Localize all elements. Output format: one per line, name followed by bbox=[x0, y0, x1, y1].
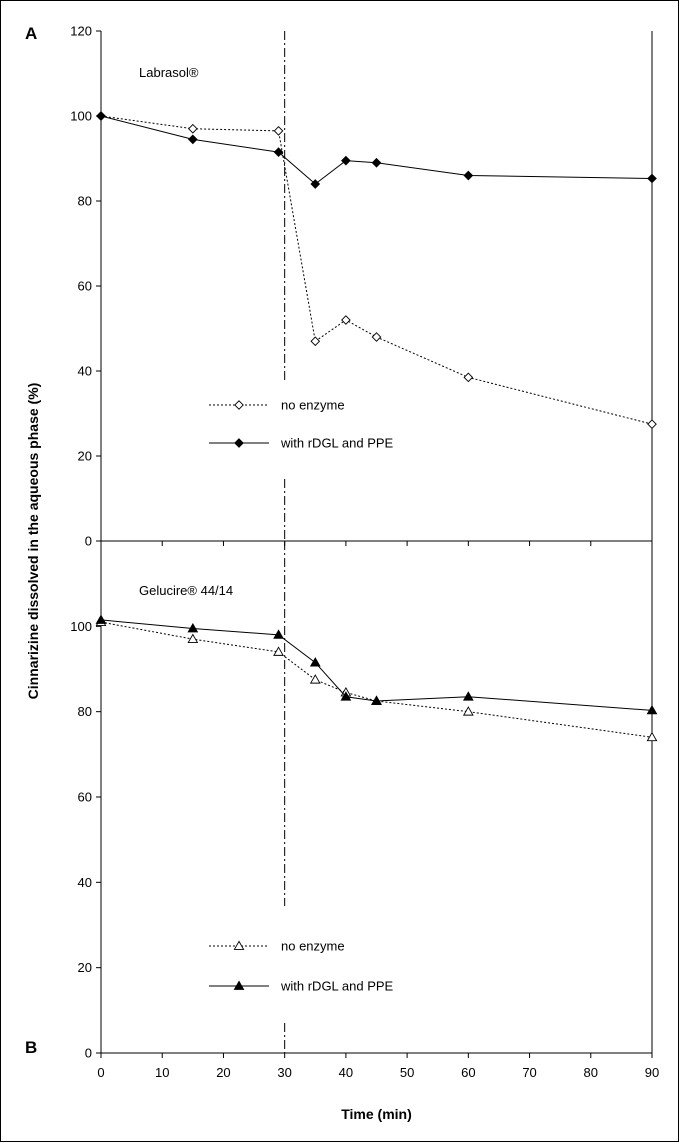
panel-b-series-no-enzyme-point bbox=[273, 646, 284, 656]
panel-a-y-tick-label: 120 bbox=[70, 24, 92, 39]
x-tick-label: 20 bbox=[216, 1065, 230, 1080]
panel-a-letter: A bbox=[25, 24, 37, 43]
panel-a-series-with-enzymes-point bbox=[96, 111, 106, 121]
panel-a-legend-with-enzymes-label: with rDGL and PPE bbox=[280, 436, 394, 451]
panel-a-y-tick-label: 100 bbox=[70, 109, 92, 124]
panel-b-y-tick-label: 80 bbox=[78, 704, 92, 719]
panel-a-series-with-enzymes-line bbox=[100, 115, 653, 185]
panel-b-y-tick-label: 0 bbox=[85, 1046, 92, 1061]
panel-b-y-tick-label: 60 bbox=[78, 790, 92, 805]
panel-b-legend-no-enzyme-marker bbox=[233, 940, 245, 950]
panel-b-series-no-enzyme-point bbox=[462, 706, 474, 716]
panel-a-y-tick-label: 60 bbox=[78, 279, 92, 294]
x-tick-label: 0 bbox=[97, 1065, 104, 1080]
panel-a-y-tick-label: 40 bbox=[78, 364, 92, 379]
x-tick-label: 40 bbox=[339, 1065, 353, 1080]
panel-a-series-with-enzymes-point bbox=[187, 134, 198, 145]
panel-a-y-tick-label: 80 bbox=[78, 194, 92, 209]
panel-b-series-no-enzyme-point bbox=[646, 731, 658, 742]
x-tick-label: 90 bbox=[645, 1065, 659, 1080]
panel-a-series-with-enzymes-point bbox=[371, 157, 382, 168]
panel-a-series-no-enzyme-point bbox=[273, 126, 284, 136]
x-tick-label: 10 bbox=[155, 1065, 169, 1080]
panel-b-series-with-enzymes-point bbox=[95, 614, 107, 624]
x-axis-title: Time (min) bbox=[341, 1106, 412, 1122]
panel-a-series-with-enzymes-point bbox=[647, 173, 657, 184]
panel-a-series-with-enzymes-point bbox=[310, 179, 321, 189]
x-tick-label: 80 bbox=[584, 1065, 598, 1080]
panel-a-series-with-enzymes-point bbox=[463, 170, 474, 181]
panel-b-series-no-enzyme-point bbox=[309, 674, 321, 684]
panel-b-legend-with-enzymes-marker bbox=[233, 980, 245, 990]
panel-a-series-with-enzymes-point bbox=[273, 147, 284, 157]
panel-b-series-with-enzymes-point bbox=[187, 622, 199, 633]
panel-a-series-no-enzyme-point bbox=[341, 315, 351, 325]
panel-b-y-tick-label: 20 bbox=[78, 960, 92, 975]
panel-b-series-no-enzyme-line bbox=[100, 621, 653, 738]
panel-b-legend-with-enzymes-label: with rDGL and PPE bbox=[280, 979, 394, 994]
panel-b-series-with-enzymes-point bbox=[309, 657, 321, 667]
panel-a-series-no-enzyme-point bbox=[187, 123, 198, 134]
panel-b-legend-no-enzyme-label: no enzyme bbox=[281, 939, 345, 954]
x-tick-label: 70 bbox=[522, 1065, 536, 1080]
panel-b-series-no-enzyme-point bbox=[187, 633, 199, 644]
panel-b-letter: B bbox=[25, 1038, 37, 1057]
panel-a-legend-no-enzyme-marker bbox=[234, 400, 244, 410]
panel-b-y-tick-label: 40 bbox=[78, 875, 92, 890]
panel-b-series-with-enzymes-point bbox=[273, 629, 284, 639]
panel-a-series-no-enzyme-point bbox=[647, 419, 657, 429]
panel-a-legend-with-enzymes-marker bbox=[234, 438, 244, 448]
panel-a-series-no-enzyme-point bbox=[310, 336, 321, 347]
panel-a-legend-no-enzyme-label: no enzyme bbox=[281, 398, 345, 413]
panel-a-series-no-enzyme-point bbox=[371, 332, 382, 342]
panel-a-title: Labrasol® bbox=[139, 65, 199, 80]
panel-b-series-with-enzymes-point bbox=[646, 704, 658, 715]
x-tick-label: 50 bbox=[400, 1065, 414, 1080]
panel-b-series-with-enzymes-point bbox=[371, 695, 382, 705]
panel-a-y-tick-label: 0 bbox=[85, 534, 92, 549]
x-tick-label: 30 bbox=[277, 1065, 291, 1080]
panel-a-series-no-enzyme-point bbox=[463, 372, 474, 383]
y-axis-title: Cinnarizine dissolved in the aqueous pha… bbox=[25, 383, 41, 700]
panel-a-y-tick-label: 20 bbox=[78, 449, 92, 464]
panel-b-y-tick-label: 100 bbox=[70, 619, 92, 634]
x-tick-label: 60 bbox=[461, 1065, 475, 1080]
panel-b-series-with-enzymes-point bbox=[340, 691, 352, 701]
panel-b-series-with-enzymes-line bbox=[100, 619, 653, 711]
panel-b-title: Gelucire® 44/14 bbox=[139, 583, 233, 598]
panel-a-series-with-enzymes-point bbox=[341, 155, 351, 166]
panel-b-series-with-enzymes-point bbox=[462, 691, 474, 701]
